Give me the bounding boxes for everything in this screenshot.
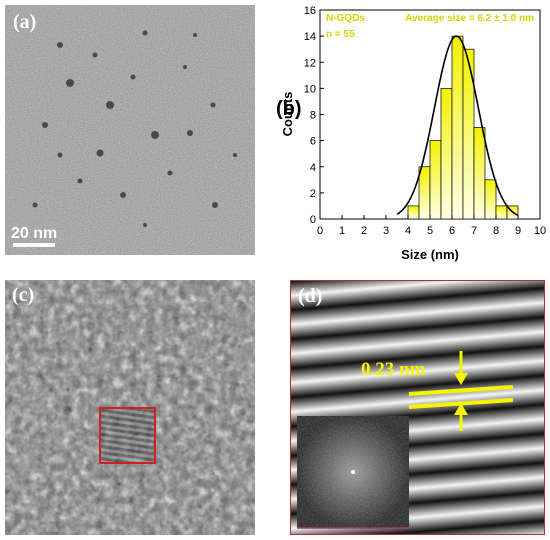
fft-inset	[297, 416, 409, 529]
gaussian-fit-curve	[396, 35, 519, 217]
x-axis-label: Size (nm)	[401, 247, 459, 262]
histogram-bar	[495, 205, 508, 220]
y-tick-label: 10	[304, 83, 316, 95]
x-tick-label: 8	[493, 225, 499, 237]
quantum-dots	[32, 30, 237, 227]
hrtem-image-c	[5, 280, 255, 535]
panel-c-hrtem-image: (c)	[5, 280, 255, 535]
legend-sample-count: n = 55	[326, 29, 355, 40]
panel-a-tem-image: (a) 20 nm	[5, 5, 255, 255]
histogram-bar	[407, 205, 420, 220]
y-tick-label: 0	[310, 214, 316, 226]
y-tick-label: 16	[304, 5, 316, 17]
x-tick-label: 0	[317, 225, 323, 237]
panel-d-fringe-image: (d) 0.23 nm	[290, 280, 545, 535]
y-tick-label: 8	[310, 110, 316, 122]
panel-label-c: (c)	[12, 284, 35, 306]
histogram-bar	[473, 127, 486, 220]
selected-region-box	[99, 407, 156, 464]
d-spacing-label: 0.23 nm	[361, 359, 426, 380]
x-tick-label: 4	[405, 225, 411, 237]
x-tick-label: 1	[339, 225, 345, 237]
histogram-bar	[484, 179, 497, 220]
scale-bar	[13, 243, 55, 247]
histogram-bar	[429, 140, 442, 220]
x-tick-label: 10	[534, 225, 546, 237]
panel-label-d: (d)	[298, 285, 323, 307]
y-tick-label: 2	[310, 188, 316, 200]
x-tick-label: 5	[427, 225, 433, 237]
y-tick-label: 12	[304, 57, 316, 69]
panel-label-b: (b)	[276, 98, 302, 120]
legend-series-name: N-GQDs	[326, 13, 365, 24]
histogram-bar	[440, 88, 453, 220]
y-axis-label: Counts	[280, 92, 295, 137]
histogram-bar	[451, 35, 464, 220]
x-tick-label: 3	[383, 225, 389, 237]
y-tick-label: 4	[310, 162, 316, 174]
y-tick-label: 14	[304, 31, 316, 43]
panel-label-a: (a)	[13, 11, 37, 33]
x-tick-label: 6	[449, 225, 455, 237]
average-size-annotation: Average size = 6.2 ± 1.0 nm	[405, 13, 534, 24]
x-tick-label: 9	[515, 225, 521, 237]
histogram-bar	[418, 166, 431, 220]
scale-bar-label: 20 nm	[11, 225, 58, 242]
x-tick-label: 2	[361, 225, 367, 237]
x-tick-label: 7	[471, 225, 477, 237]
filtered-lattice-image	[291, 281, 544, 534]
y-tick-label: 6	[310, 136, 316, 148]
tem-image-a	[5, 5, 255, 255]
d-spacing-marker	[408, 351, 514, 431]
